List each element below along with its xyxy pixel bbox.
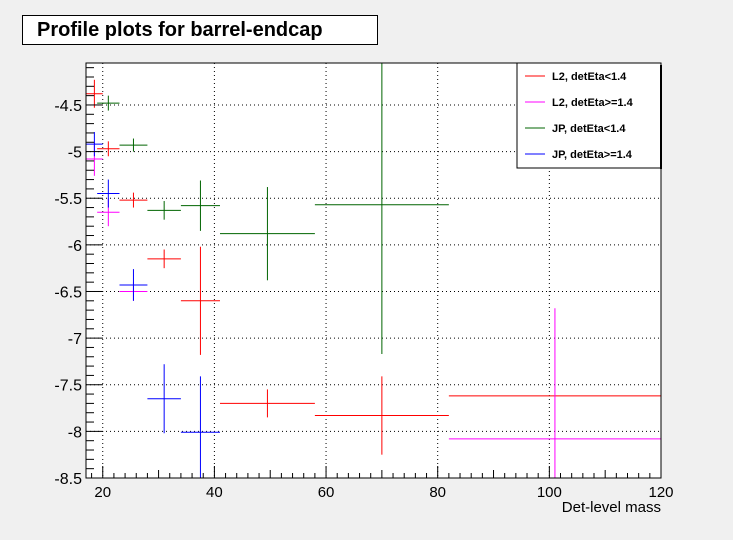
axis-ticks: 20 40 60 80 100 120 -4.5 -5 -5.5 -6 -6.5 -7 -7.5 -8 -8… xyxy=(54,67,674,501)
y-tick-label: -6 xyxy=(68,238,82,255)
y-tick-label: -5 xyxy=(68,145,82,162)
y-tick-label: -7 xyxy=(68,331,82,348)
data-point xyxy=(86,132,103,157)
legend: L2, detEta<1.4 L2, detEta>=1.4 JP, detEta<… xyxy=(516,62,662,169)
data-point xyxy=(147,364,181,434)
data-point xyxy=(314,63,449,354)
chart-title-box: Profile plots for barrel-endcap xyxy=(22,15,378,45)
legend-entry: JP, detEta>=1.4 xyxy=(552,149,633,161)
y-tick-label: -5.5 xyxy=(54,191,82,208)
legend-entry: L2, detEta<1.4 xyxy=(552,71,627,83)
data-point xyxy=(314,376,449,455)
data-point xyxy=(119,192,148,208)
data-point xyxy=(97,95,120,111)
legend-entry: JP, detEta<1.4 xyxy=(552,123,626,135)
y-tick-label: -8.5 xyxy=(54,471,82,488)
legend-box xyxy=(516,62,662,169)
chart-title: Profile plots for barrel-endcap xyxy=(37,19,323,41)
data-point xyxy=(97,141,120,157)
y-tick-label: -8 xyxy=(68,424,82,441)
data-point xyxy=(180,246,220,355)
plot-frame xyxy=(85,62,662,479)
data-point xyxy=(180,180,220,231)
data-point xyxy=(147,201,181,220)
data-point xyxy=(147,249,181,269)
data-points xyxy=(86,63,661,478)
x-tick-label: 20 xyxy=(94,484,111,501)
data-point xyxy=(86,79,103,108)
y-tick-label: -6.5 xyxy=(54,284,82,301)
data-point xyxy=(448,308,661,478)
x-tick-label: 80 xyxy=(429,484,446,501)
data-point xyxy=(219,389,315,418)
data-point xyxy=(119,269,148,301)
x-tick-label: 120 xyxy=(648,484,673,501)
y-tick-label: -4.5 xyxy=(54,98,82,115)
data-point xyxy=(180,376,220,478)
data-point xyxy=(119,138,148,152)
data-point xyxy=(219,187,315,281)
x-tick-label: 100 xyxy=(537,484,562,501)
x-axis-label: Det-level mass xyxy=(561,499,661,516)
data-point xyxy=(97,179,120,208)
x-tick-label: 60 xyxy=(318,484,335,501)
y-tick-label: -7.5 xyxy=(54,378,82,395)
x-tick-label: 40 xyxy=(206,484,223,501)
legend-entry: L2, detEta>=1.4 xyxy=(552,97,634,109)
